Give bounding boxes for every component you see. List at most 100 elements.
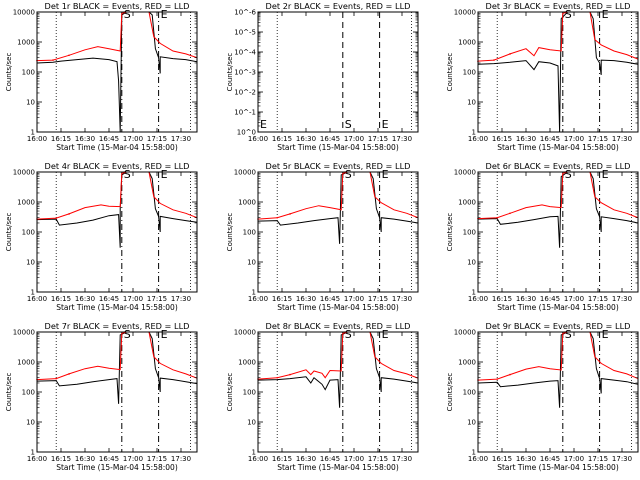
y-axis-label: Counts/sec (226, 213, 234, 252)
series-line-events (478, 172, 638, 248)
marker-label-s: S (345, 168, 352, 181)
x-axis-label: Start Time (15-Mar-04 15:58:00) (277, 303, 399, 312)
x-tick-label: 17:00 (564, 135, 584, 143)
x-tick-label: 17:30 (392, 135, 412, 143)
x-tick-label: 16:00 (248, 135, 268, 143)
series-line-lld (478, 332, 638, 381)
plot-title: Det 3r BLACK = Events, RED = LLD (486, 1, 631, 11)
x-tick-label: 16:45 (320, 135, 340, 143)
series-point-lld (509, 373, 511, 376)
y-tick-label: 1 (252, 449, 256, 457)
y-tick-label: 10000 (234, 169, 256, 177)
x-tick-label: 17:15 (588, 295, 608, 303)
series-point-lld (509, 212, 511, 215)
x-tick-label: 16:15 (272, 135, 292, 143)
x-tick-label: 17:30 (392, 295, 412, 303)
x-tick-label: 16:00 (248, 455, 268, 463)
y-tick-label: 10000 (234, 329, 256, 337)
plot-title: Det 4r BLACK = Events, RED = LLD (45, 161, 190, 171)
marker-label-e: E (602, 168, 609, 181)
marker-label-e: E (260, 118, 267, 131)
series-line-events (37, 12, 197, 132)
series-point-lld (276, 376, 279, 379)
plot-frame (257, 11, 419, 133)
x-tick-label: 17:30 (612, 295, 632, 303)
x-tick-label: 16:15 (492, 455, 512, 463)
plot-frame (257, 331, 419, 453)
x-tick-label: 16:00 (27, 135, 47, 143)
plot-panel-2: Det 2r BLACK = Events, RED = LLD S E E 16:00… (226, 1, 419, 152)
y-tick-label: 1000 (458, 359, 476, 367)
x-tick-label: 16:30 (296, 455, 316, 463)
y-tick-label: 1 (31, 449, 35, 457)
y-tick-label: 1000 (238, 199, 256, 207)
x-tick-label: 16:00 (248, 295, 268, 303)
series-line-lld (478, 172, 638, 220)
x-tick-label: 16:30 (296, 135, 316, 143)
x-axis-label: Start Time (15-Mar-04 15:58:00) (497, 303, 619, 312)
y-tick-label: 1000 (17, 199, 35, 207)
x-tick-label: 16:15 (492, 295, 512, 303)
x-tick-label: 16:00 (468, 135, 488, 143)
x-tick-label: 16:15 (272, 455, 292, 463)
marker-label-e: E (382, 168, 389, 181)
marker-label-e: E (602, 8, 609, 21)
y-tick-label: 100 (463, 389, 476, 397)
plot-frame (257, 171, 419, 293)
x-tick-label: 17:00 (344, 295, 364, 303)
x-tick-label: 16:00 (27, 295, 47, 303)
y-tick-label: 1 (472, 289, 476, 297)
y-tick-label: 10 (247, 259, 256, 267)
x-tick-label: 17:30 (612, 455, 632, 463)
series-line-lld (37, 172, 197, 220)
x-axis-label: Start Time (15-Mar-04 15:58:00) (277, 143, 399, 152)
y-tick-label: 10 (26, 259, 35, 267)
y-tick-label: 1000 (17, 359, 35, 367)
x-tick-label: 16:45 (540, 135, 560, 143)
x-tick-label: 17:30 (612, 135, 632, 143)
x-tick-label: 17:15 (588, 455, 608, 463)
series-line-lld (258, 332, 418, 380)
x-tick-label: 16:30 (296, 295, 316, 303)
series-point-lld (276, 216, 279, 219)
x-tick-label: 17:15 (368, 295, 388, 303)
series-line-events (37, 332, 197, 404)
marker-label-s: S (345, 118, 352, 131)
series-point-lld (55, 377, 57, 380)
y-tick-label: 1000 (458, 199, 476, 207)
marker-label-s: S (345, 328, 352, 341)
marker-label-e: E (161, 8, 168, 21)
y-axis-label: Counts/sec (446, 373, 454, 412)
x-tick-label: 16:15 (492, 135, 512, 143)
y-axis-label: Counts/sec (226, 373, 234, 412)
x-tick-label: 17:00 (123, 135, 143, 143)
x-tick-label: 16:45 (320, 295, 340, 303)
series-point-lld (68, 373, 70, 375)
plot-frame (36, 171, 198, 293)
plot-frame (477, 171, 639, 293)
series-point-lld (289, 373, 291, 376)
x-tick-label: 17:30 (171, 135, 191, 143)
y-tick-label: 1 (31, 289, 35, 297)
y-tick-label: 10000 (454, 9, 476, 17)
y-tick-label: 100 (243, 229, 256, 237)
x-tick-label: 16:45 (99, 135, 119, 143)
x-tick-label: 16:30 (516, 455, 536, 463)
x-tick-label: 16:15 (272, 295, 292, 303)
series-point-lld (289, 213, 291, 215)
series-line-events (258, 332, 418, 408)
x-tick-label: 17:30 (171, 295, 191, 303)
marker-label-s: S (565, 328, 572, 341)
y-tick-label: 100 (22, 389, 35, 397)
series-line-lld (37, 12, 197, 62)
x-tick-label: 17:30 (392, 455, 412, 463)
series-line-lld (258, 172, 418, 220)
y-axis-label: Counts/sec (446, 213, 454, 252)
x-tick-label: 17:00 (344, 455, 364, 463)
x-tick-label: 16:30 (75, 135, 95, 143)
plot-title: Det 5r BLACK = Events, RED = LLD (266, 161, 411, 171)
marker-label-s: S (124, 328, 131, 341)
x-tick-label: 16:45 (99, 295, 119, 303)
